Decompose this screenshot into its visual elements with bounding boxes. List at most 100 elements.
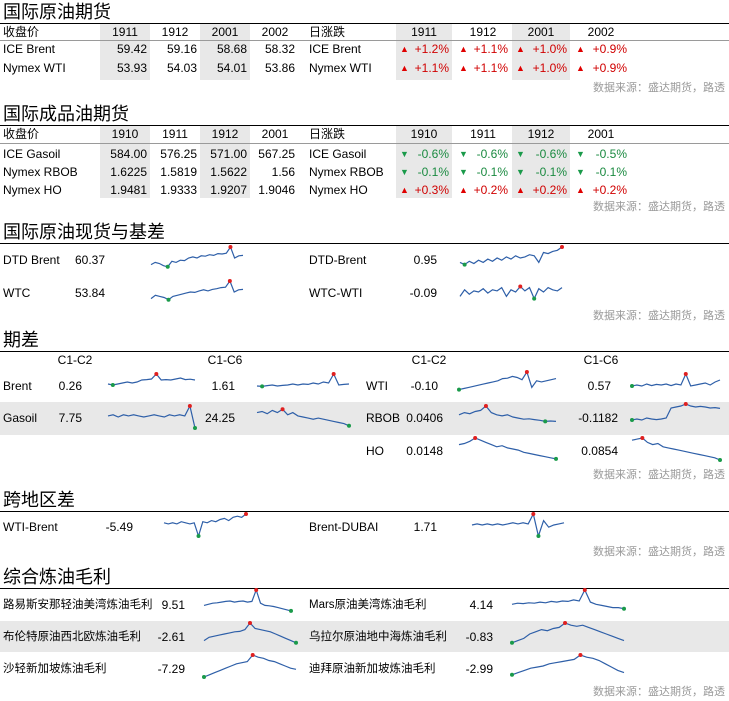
sparkline-max-marker	[531, 512, 536, 516]
col-shade	[512, 24, 570, 80]
sparkline-path	[458, 437, 557, 460]
up-arrow-icon: ▲	[400, 185, 409, 195]
down-arrow-icon: ▼	[576, 167, 585, 177]
change-percent: -0.1%	[476, 165, 508, 179]
item-value: -2.61	[157, 630, 185, 644]
row-name: HO	[366, 444, 384, 458]
col-header: 1910	[410, 127, 438, 141]
divider	[0, 351, 729, 352]
sparkline	[631, 436, 722, 462]
price-value: 54.01	[216, 61, 247, 75]
sparkline-path	[471, 512, 565, 539]
sparkline	[630, 402, 721, 422]
value: -0.1182	[578, 411, 618, 425]
sparkline-max-marker	[248, 621, 252, 625]
sparkline-max-marker	[331, 372, 336, 376]
sparkline-max-marker	[250, 653, 255, 657]
sparkline-min-marker	[718, 458, 722, 462]
sparkline	[202, 653, 297, 679]
price-value: 1.5622	[210, 165, 247, 179]
col-shade	[396, 24, 452, 80]
sparkline-path	[150, 245, 244, 268]
section-title-crude-futures: 国际原油期货	[3, 2, 111, 22]
up-arrow-icon: ▲	[576, 44, 585, 54]
row-name: Nymex HO	[3, 183, 62, 197]
col-header: C1-C2	[57, 353, 93, 367]
sparkline-max-marker	[683, 402, 688, 406]
item-value: 53.84	[74, 286, 105, 300]
item-value: -2.99	[465, 662, 493, 676]
sparkline-path	[511, 622, 625, 644]
sparkline	[203, 621, 298, 645]
sparkline	[163, 512, 248, 539]
col-header: 1912	[161, 25, 189, 39]
col-header: 1912	[527, 127, 555, 141]
change-percent: +0.3%	[414, 183, 449, 197]
down-arrow-icon: ▼	[459, 167, 468, 177]
sparkline	[459, 284, 563, 301]
sparkline-max-marker	[227, 279, 232, 283]
value: 0.26	[58, 379, 82, 393]
sparkline-max-marker	[154, 372, 159, 376]
sparkline-max-marker	[280, 407, 285, 412]
sparkline-min-marker	[110, 383, 115, 387]
sparkline-max-marker	[563, 621, 568, 625]
sparkline-max-marker	[518, 284, 523, 289]
sparkline-max-marker	[640, 436, 645, 440]
sparkline-max-marker	[244, 512, 248, 516]
sparkline	[510, 653, 625, 677]
col-header: 1911	[411, 25, 437, 39]
col-header: 2001	[211, 25, 239, 39]
change-percent: -0.6%	[535, 147, 567, 161]
change-percent: +1.1%	[414, 61, 449, 75]
price-value: 1.56	[271, 165, 295, 179]
col-header: 2001	[587, 127, 615, 141]
down-arrow-icon: ▼	[400, 149, 409, 159]
row-name: Nymex WTI	[3, 61, 66, 75]
source-note: 数据来源：盛达期货，路透	[593, 469, 725, 481]
sparkline-max-marker	[483, 404, 488, 408]
col-shade	[100, 126, 150, 198]
source-note: 数据来源：盛达期货，路透	[593, 82, 725, 94]
sparkline-path	[458, 405, 557, 423]
section-title-refining-margins: 综合炼油毛利	[3, 567, 111, 587]
change-percent: +0.2%	[532, 183, 567, 197]
sparkline-path	[511, 654, 625, 676]
section-title-regional-spreads: 跨地区差	[3, 490, 75, 510]
up-arrow-icon: ▲	[459, 44, 468, 54]
source-note: 数据来源：盛达期货，路透	[593, 546, 725, 558]
value: 24.25	[204, 411, 235, 425]
sparkline-min-marker	[193, 426, 197, 430]
up-arrow-icon: ▲	[459, 63, 468, 73]
col-header: C1-C6	[207, 353, 243, 367]
value: 0.0854	[581, 444, 618, 458]
sparkline-min-marker	[196, 534, 201, 538]
divider	[0, 40, 729, 41]
item-name: 沙轻新加坡炼油毛利	[3, 663, 107, 675]
sparkline-path	[150, 279, 244, 301]
sparkline-min-marker	[457, 387, 461, 392]
sparkline-max-marker	[578, 653, 583, 657]
price-value: 54.03	[166, 61, 197, 75]
divider	[0, 511, 729, 512]
sparkline-min-marker	[532, 296, 537, 301]
sparkline	[510, 621, 625, 645]
sparkline	[150, 279, 244, 302]
item-value: 4.14	[469, 598, 493, 612]
price-value: 59.42	[116, 42, 147, 56]
sparkline-path	[631, 372, 721, 387]
col-shade	[200, 126, 250, 198]
sparkline	[203, 588, 293, 613]
item-value: -7.29	[157, 662, 185, 676]
col-header: 2002	[261, 25, 289, 39]
up-arrow-icon: ▲	[576, 63, 585, 73]
col-header: C1-C6	[583, 353, 619, 367]
item-value: 1.71	[413, 520, 437, 534]
col-shade	[512, 126, 570, 198]
sparkline-min-marker	[536, 534, 541, 538]
item-value: 0.95	[413, 253, 437, 267]
change-percent: +1.0%	[532, 42, 567, 56]
sparkline	[458, 436, 558, 461]
value: -0.10	[410, 379, 438, 393]
sparkline-min-marker	[622, 606, 626, 611]
